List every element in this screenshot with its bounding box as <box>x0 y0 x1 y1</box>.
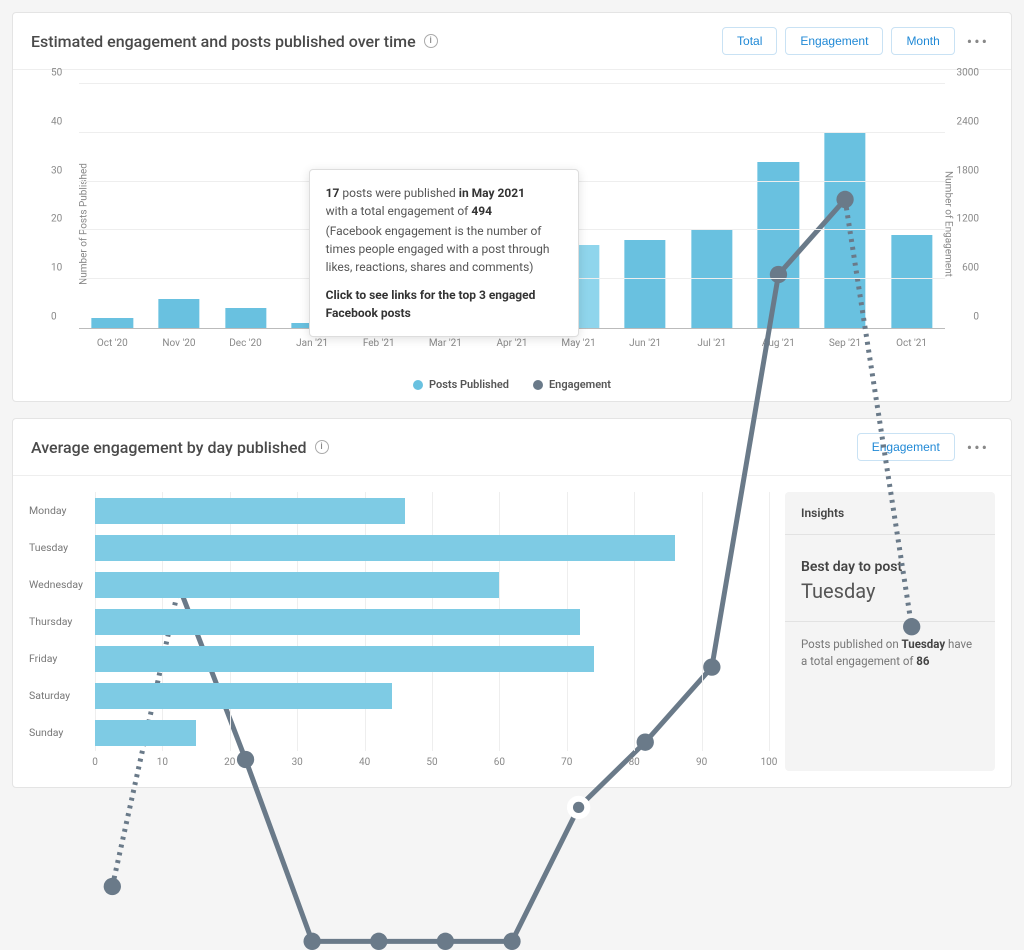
day-label: Sunday <box>29 726 95 739</box>
ytick-right: 600 <box>962 263 979 274</box>
day-bar[interactable] <box>95 609 580 635</box>
x-tick: 50 <box>426 757 437 768</box>
ytick-left: 40 <box>51 116 62 127</box>
day-label: Friday <box>29 652 95 665</box>
tooltip-line2: with a total engagement of 494 <box>326 202 562 220</box>
tooltip[interactable]: 17 posts were published in May 2021 with… <box>309 169 579 337</box>
info-icon[interactable]: i <box>424 34 438 48</box>
engagement-over-time-card: Estimated engagement and posts published… <box>12 12 1012 402</box>
hbar-track <box>95 646 769 672</box>
header-controls: Total Engagement Month ••• <box>722 27 993 55</box>
day-row: Friday <box>29 640 769 677</box>
hbar-track <box>95 609 769 635</box>
x-tick: 20 <box>224 757 235 768</box>
card-header: Estimated engagement and posts published… <box>13 13 1011 70</box>
day-label: Wednesday <box>29 578 95 591</box>
x-tick: 0 <box>92 757 98 768</box>
engagement-button[interactable]: Engagement <box>785 27 883 55</box>
month-button[interactable]: Month <box>891 27 954 55</box>
ytick-left: 10 <box>51 263 62 274</box>
chart1-plot[interactable]: Oct '20Nov '20Dec '20Jan '21Feb '21Mar '… <box>79 84 945 329</box>
ytick-right: 1200 <box>957 214 979 225</box>
day-bar[interactable] <box>95 683 392 709</box>
hbar-track <box>95 498 769 524</box>
day-bar[interactable] <box>95 646 594 672</box>
hbar-track <box>95 572 769 598</box>
x-tick: 80 <box>629 757 640 768</box>
day-label: Tuesday <box>29 541 95 554</box>
total-button[interactable]: Total <box>722 27 777 55</box>
day-row: Tuesday <box>29 529 769 566</box>
title-text: Estimated engagement and posts published… <box>31 32 416 51</box>
more-icon[interactable]: ••• <box>963 438 993 457</box>
x-tick: 100 <box>761 757 778 768</box>
ytick-left: 30 <box>51 165 62 176</box>
hbar-track <box>95 535 769 561</box>
day-bar[interactable] <box>95 572 499 598</box>
x-tick: 70 <box>561 757 572 768</box>
ytick-right: 1800 <box>957 165 979 176</box>
ytick-left: 20 <box>51 214 62 225</box>
x-tick: 10 <box>157 757 168 768</box>
hbar-container: Monday Tuesday Wednesday Thursday Friday Satu… <box>29 492 769 751</box>
day-label: Saturday <box>29 689 95 702</box>
ytick-right: 0 <box>973 312 979 323</box>
hbar-track <box>95 720 769 746</box>
ytick-left: 0 <box>51 312 57 323</box>
chart2-plot: Monday Tuesday Wednesday Thursday Friday Satu… <box>29 492 769 771</box>
ytick-right: 3000 <box>957 68 979 79</box>
day-label: Thursday <box>29 615 95 628</box>
more-icon[interactable]: ••• <box>963 32 993 51</box>
x-tick: 90 <box>696 757 707 768</box>
x-axis: 0102030405060708090100 <box>95 751 769 771</box>
x-tick: 40 <box>359 757 370 768</box>
day-bar[interactable] <box>95 535 675 561</box>
tooltip-line3: (Facebook engagement is the number of ti… <box>326 222 562 276</box>
tooltip-cta[interactable]: Click to see links for the top 3 engaged… <box>326 286 562 322</box>
day-row: Wednesday <box>29 566 769 603</box>
day-label: Monday <box>29 504 95 517</box>
chart1-body: Number of Posts Published Number of Enga… <box>13 70 1011 401</box>
day-bar[interactable] <box>95 498 405 524</box>
ytick-left: 50 <box>51 68 62 79</box>
day-row: Thursday <box>29 603 769 640</box>
day-bar[interactable] <box>95 720 196 746</box>
ytick-right: 2400 <box>957 116 979 127</box>
chart1-plot-wrap: Number of Posts Published Number of Enga… <box>29 84 995 364</box>
gridline <box>79 83 945 84</box>
x-tick: 30 <box>292 757 303 768</box>
day-row: Sunday <box>29 714 769 751</box>
day-row: Monday <box>29 492 769 529</box>
day-row: Saturday <box>29 677 769 714</box>
x-tick: 60 <box>494 757 505 768</box>
tooltip-line1: 17 posts were published in May 2021 <box>326 184 562 202</box>
gridline <box>79 132 945 133</box>
hbar-track <box>95 683 769 709</box>
card-title: Estimated engagement and posts published… <box>31 32 438 51</box>
